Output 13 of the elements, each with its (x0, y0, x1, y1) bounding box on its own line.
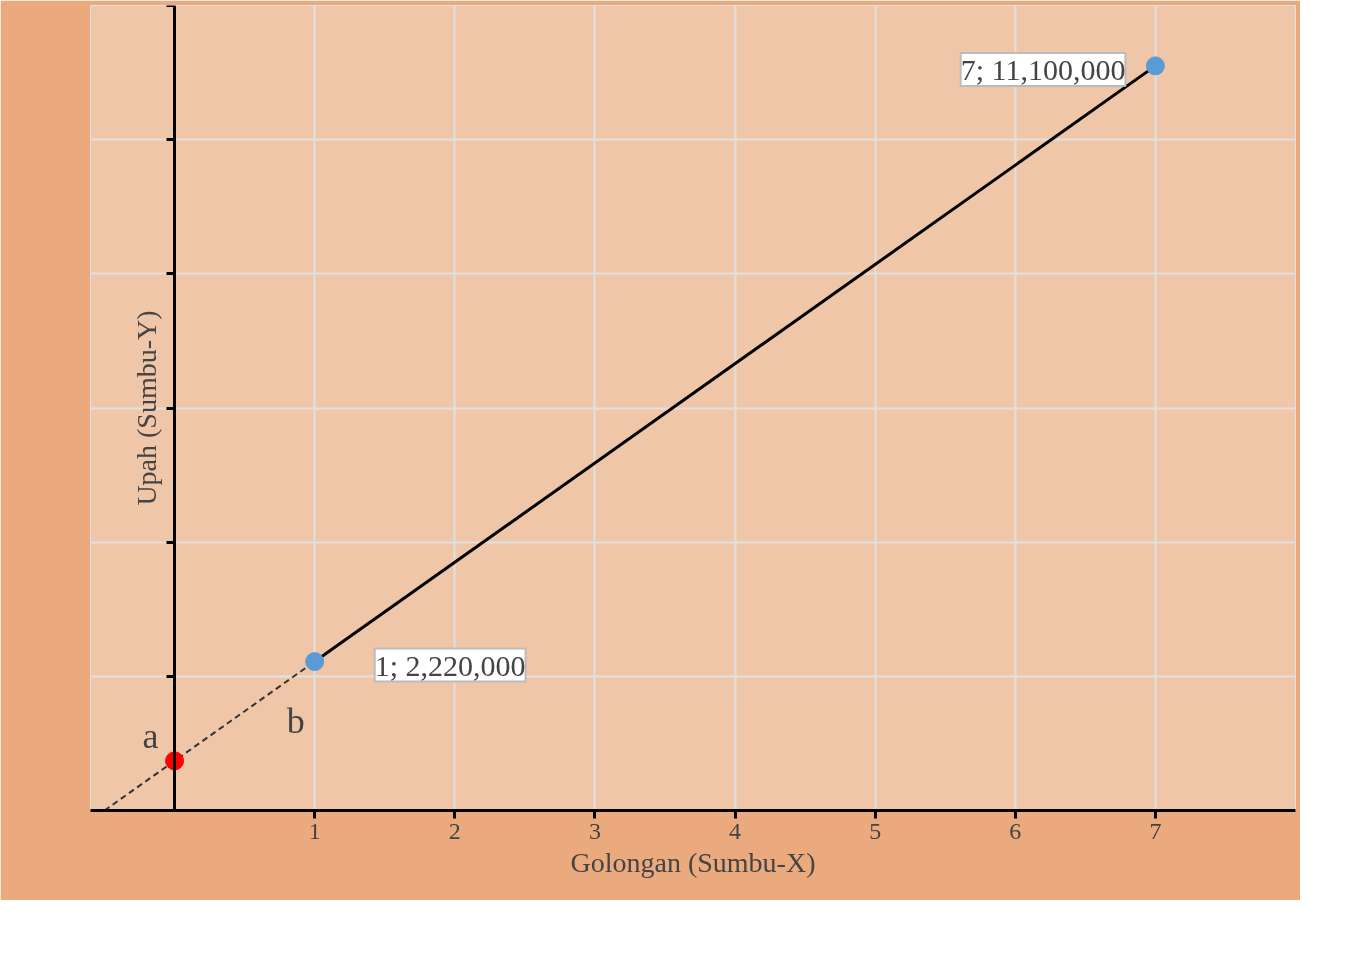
y-axis-title: Upah (Sumbu-Y) (130, 310, 162, 506)
x-tick-label: 7 (1149, 817, 1162, 844)
annotation: b (286, 700, 305, 741)
x-tick-label: 2 (448, 817, 461, 844)
x-tick-label: 3 (588, 817, 601, 844)
x-tick-label: 5 (869, 817, 882, 844)
x-tick-label: 1 (308, 817, 321, 844)
data-label: 7; 11,100,000 (960, 52, 1126, 86)
x-axis-title: Golongan (Sumbu-X) (570, 846, 816, 878)
x-tick-label: 4 (729, 817, 742, 844)
series-label: a (142, 715, 159, 756)
x-tick-label: 6 (1009, 817, 1022, 844)
data-label: 1; 2,220,000 (374, 648, 526, 682)
